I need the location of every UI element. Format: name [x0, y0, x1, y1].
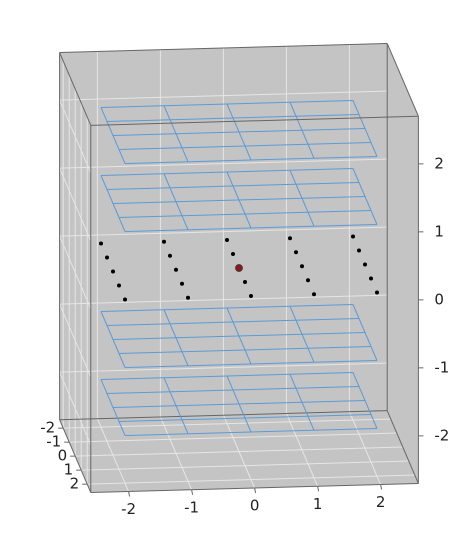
- grid-line: [59, 303, 92, 378]
- wireframe-line: [124, 360, 378, 368]
- grid-line: [59, 90, 388, 101]
- wireframe-line: [112, 196, 366, 204]
- wireframe-line: [118, 414, 372, 422]
- wireframe-line: [106, 318, 360, 326]
- data-point: [105, 255, 109, 260]
- grid-line: [63, 418, 391, 429]
- wireframe-line: [106, 182, 360, 190]
- data-point: [375, 290, 379, 295]
- data-point: [363, 262, 367, 267]
- y-tick-label: -1: [46, 433, 61, 451]
- data-point: [168, 253, 172, 258]
- wireframe-line: [124, 224, 378, 232]
- box-edge: [386, 43, 419, 117]
- grid-line: [59, 362, 388, 373]
- wireframe-line: [112, 400, 366, 408]
- box-edge: [59, 410, 388, 421]
- y-tick-label: 2: [70, 475, 80, 493]
- data-point: [249, 294, 253, 298]
- grid-line: [75, 446, 403, 457]
- x-tick-label: 2: [376, 493, 386, 511]
- grid-line: [59, 235, 92, 310]
- data-point: [306, 278, 310, 283]
- z-tick-label: -1: [434, 358, 449, 376]
- x-tick: [317, 486, 320, 492]
- grid-line: [59, 371, 92, 446]
- z-tick-label: 2: [434, 154, 444, 172]
- box-edge: [59, 42, 388, 54]
- x-tick: [191, 489, 194, 495]
- wireframe-line: [118, 346, 372, 354]
- data-point: [231, 252, 235, 256]
- y-tick-label: 1: [64, 461, 74, 479]
- y-tick-label: 0: [58, 447, 68, 465]
- wireframe-line: [100, 304, 354, 312]
- data-point: [312, 292, 316, 297]
- z-tick-label: 0: [434, 290, 444, 308]
- grid-line: [59, 167, 92, 242]
- box-edge: [59, 52, 92, 126]
- data-point: [123, 297, 127, 302]
- data-point: [225, 238, 229, 242]
- x-tick-label: 0: [250, 497, 260, 515]
- z-tick-label: -2: [434, 426, 449, 444]
- x-tick-label: -2: [121, 500, 136, 518]
- x-tick: [380, 484, 383, 490]
- x-tick: [254, 487, 257, 494]
- x-tick-label: -1: [184, 498, 199, 516]
- data-point: [111, 269, 115, 274]
- data-point: [288, 236, 292, 241]
- data-point: [235, 264, 243, 272]
- grid-line: [69, 432, 397, 443]
- grid-line: [59, 294, 388, 305]
- wireframe-line: [100, 372, 354, 380]
- box-edge: [386, 410, 419, 484]
- data-point: [174, 267, 178, 272]
- wireframe-line: [118, 142, 372, 150]
- wireframe-line: [124, 428, 378, 436]
- wireframe-line: [106, 114, 360, 122]
- data-point: [180, 281, 184, 286]
- z-tick-label: 1: [434, 222, 444, 240]
- grid-line: [81, 460, 409, 471]
- x-tick: [128, 491, 131, 497]
- data-point: [162, 239, 166, 244]
- grid-line: [87, 474, 415, 485]
- wireframe-line: [100, 100, 354, 108]
- data-point: [351, 234, 355, 239]
- data-point: [243, 280, 247, 284]
- wireframe-line: [118, 210, 372, 218]
- grid-line: [59, 158, 388, 169]
- data-point: [369, 276, 373, 281]
- box-edge: [90, 115, 419, 126]
- y-tick-label: -2: [40, 419, 55, 437]
- wireframe-line: [124, 156, 378, 164]
- data-point: [300, 264, 304, 269]
- data-point: [99, 241, 103, 246]
- wireframe-line: [112, 128, 366, 136]
- grid-line: [59, 226, 388, 237]
- data-point: [357, 248, 361, 253]
- wireframe-line: [112, 332, 366, 340]
- grid-line: [59, 99, 92, 174]
- data-point: [186, 295, 190, 300]
- wireframe-line: [106, 386, 360, 394]
- data-point: [294, 250, 298, 255]
- data-point: [117, 283, 121, 288]
- x-tick-label: 1: [313, 495, 323, 513]
- wireframe-line: [100, 168, 354, 176]
